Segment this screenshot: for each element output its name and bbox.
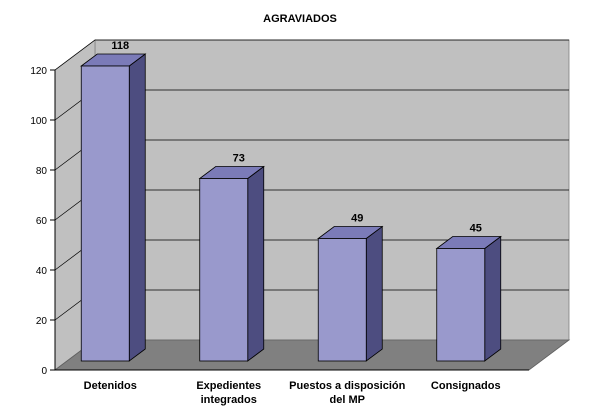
chart-title: AGRAVIADOS bbox=[263, 13, 337, 25]
data-label: 45 bbox=[470, 223, 482, 235]
y-tick-label: 60 bbox=[36, 216, 48, 227]
data-label: 73 bbox=[233, 153, 245, 165]
bar-side bbox=[484, 235, 502, 362]
x-tick-label: Expedientes integrados bbox=[196, 380, 261, 406]
bar bbox=[80, 65, 130, 362]
data-label: 49 bbox=[351, 213, 363, 225]
bar-side bbox=[247, 165, 265, 362]
data-label: 118 bbox=[111, 40, 129, 52]
x-tick-label: Puestos a disposición del MP bbox=[289, 380, 405, 406]
x-tick-label: Detenidos bbox=[84, 380, 137, 392]
bar bbox=[436, 248, 486, 362]
gridline bbox=[54, 39, 569, 71]
bar bbox=[317, 238, 367, 362]
y-tick-label: 40 bbox=[36, 266, 48, 277]
y-tick-label: 0 bbox=[41, 366, 47, 377]
bar bbox=[199, 178, 249, 362]
x-tick-label: Consignados bbox=[431, 380, 501, 392]
y-tick-label: 80 bbox=[36, 166, 48, 177]
chart-area: 0 20 40 60 80 100 120 118 Detenidos 73 Expedientes… bbox=[30, 39, 571, 406]
y-tick-label: 100 bbox=[30, 116, 47, 127]
bar-side bbox=[128, 53, 146, 362]
y-tick-label: 120 bbox=[30, 66, 47, 77]
bar-side bbox=[365, 225, 383, 362]
y-tick-label: 20 bbox=[36, 316, 48, 327]
